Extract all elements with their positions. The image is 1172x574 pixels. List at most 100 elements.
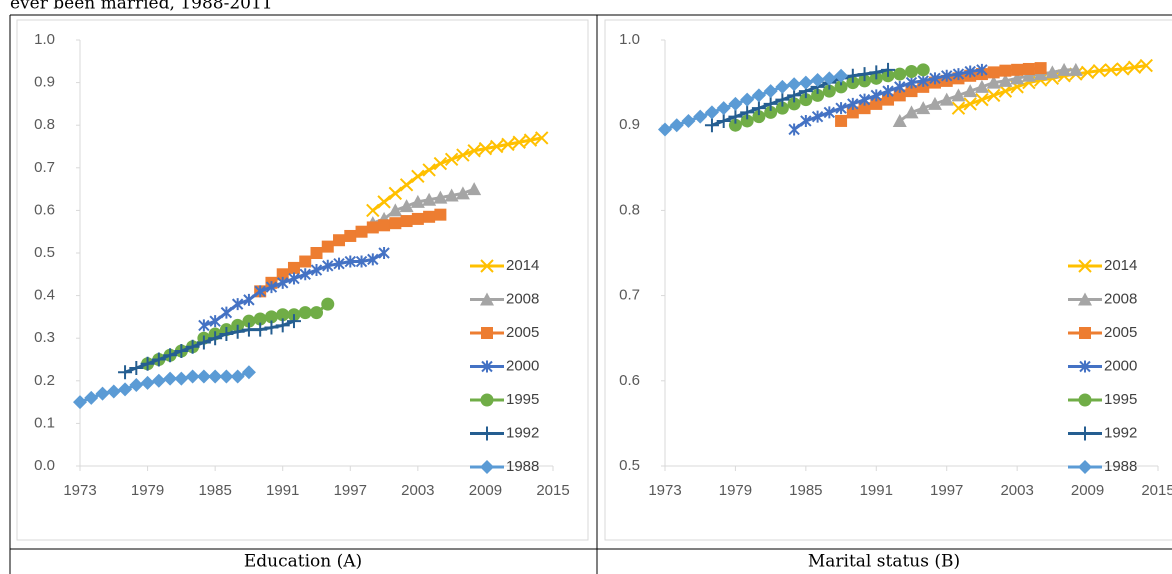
marker	[253, 322, 268, 337]
y-tick-label: 0.9	[619, 116, 640, 133]
chart-frame	[16, 19, 589, 541]
x-tick-label: 2003	[401, 482, 434, 499]
marker	[976, 63, 988, 76]
marker	[951, 88, 966, 102]
marker	[716, 113, 731, 128]
marker	[1078, 460, 1092, 474]
panel-caption: Education (A)	[244, 552, 362, 572]
marker	[751, 101, 766, 116]
marker	[669, 118, 684, 133]
marker	[219, 326, 234, 341]
marker	[344, 229, 357, 242]
marker	[333, 234, 346, 247]
marker	[704, 105, 719, 120]
marker	[106, 384, 121, 399]
marker	[478, 141, 493, 156]
marker	[287, 261, 300, 274]
marker	[986, 75, 1001, 89]
marker	[975, 92, 989, 107]
marker	[728, 96, 743, 111]
marker	[481, 327, 493, 339]
marker	[788, 123, 800, 136]
y-tick-label: 0.4	[34, 287, 55, 304]
marker	[845, 68, 860, 83]
marker	[467, 182, 482, 196]
marker	[704, 118, 719, 133]
marker	[927, 96, 942, 110]
marker	[858, 102, 871, 115]
marker	[299, 268, 311, 281]
series-line	[124, 319, 295, 374]
marker	[905, 65, 918, 79]
marker	[480, 426, 494, 441]
marker	[523, 133, 538, 147]
marker	[95, 386, 110, 401]
y-tick-label: 0.8	[619, 201, 640, 218]
marker	[1022, 62, 1035, 75]
marker	[276, 308, 290, 322]
marker	[1068, 62, 1083, 76]
y-tick-label: 0.9	[34, 74, 55, 91]
marker	[84, 390, 99, 405]
marker	[1079, 360, 1091, 373]
marker	[388, 186, 403, 201]
legend-label: 2008	[506, 290, 539, 307]
marker	[298, 306, 312, 320]
marker	[835, 114, 848, 127]
marker	[444, 188, 459, 202]
y-tick-label: 0.1	[34, 414, 55, 431]
marker	[220, 306, 233, 319]
marker	[444, 152, 459, 166]
x-tick-label: 1985	[789, 482, 822, 499]
legend-label: 2008	[1104, 290, 1137, 307]
marker	[219, 369, 234, 384]
marker	[740, 92, 755, 107]
marker	[433, 190, 448, 204]
marker	[964, 65, 976, 78]
x-tick-label: 2003	[1000, 482, 1033, 499]
marker	[893, 89, 906, 102]
marker	[410, 194, 425, 208]
marker	[118, 365, 133, 380]
marker	[974, 79, 989, 93]
marker	[455, 186, 470, 200]
marker	[366, 203, 380, 218]
chart-frame	[604, 19, 1172, 541]
x-tick-label: 2009	[469, 482, 502, 499]
legend-label: 1992	[506, 424, 539, 441]
marker	[151, 373, 166, 388]
marker	[1092, 63, 1107, 78]
legend-label: 1992	[1104, 424, 1137, 441]
marker	[857, 67, 872, 82]
marker	[905, 85, 918, 98]
marker	[422, 163, 436, 177]
marker	[963, 84, 978, 98]
marker	[129, 361, 144, 376]
marker	[1139, 58, 1153, 73]
marker	[951, 101, 966, 115]
x-tick-label: 1991	[266, 482, 299, 499]
marker	[763, 96, 778, 111]
marker	[163, 371, 178, 386]
marker	[489, 139, 504, 154]
marker	[367, 253, 379, 266]
marker	[740, 105, 755, 120]
marker	[264, 320, 279, 335]
marker	[501, 137, 515, 152]
marker	[787, 77, 802, 92]
marker	[241, 365, 256, 380]
panel-caption: Marital status (B)	[808, 552, 960, 572]
marker	[151, 352, 166, 367]
legend-label: 1988	[506, 458, 539, 475]
marker	[198, 319, 210, 332]
marker	[893, 67, 907, 81]
y-tick-label: 1.0	[619, 31, 640, 48]
marker	[286, 314, 301, 329]
marker	[174, 371, 189, 386]
x-tick-label: 1979	[131, 482, 164, 499]
marker	[811, 110, 824, 123]
marker	[433, 156, 448, 171]
legend-label: 2005	[1104, 324, 1137, 341]
y-tick-label: 0.7	[34, 159, 55, 176]
